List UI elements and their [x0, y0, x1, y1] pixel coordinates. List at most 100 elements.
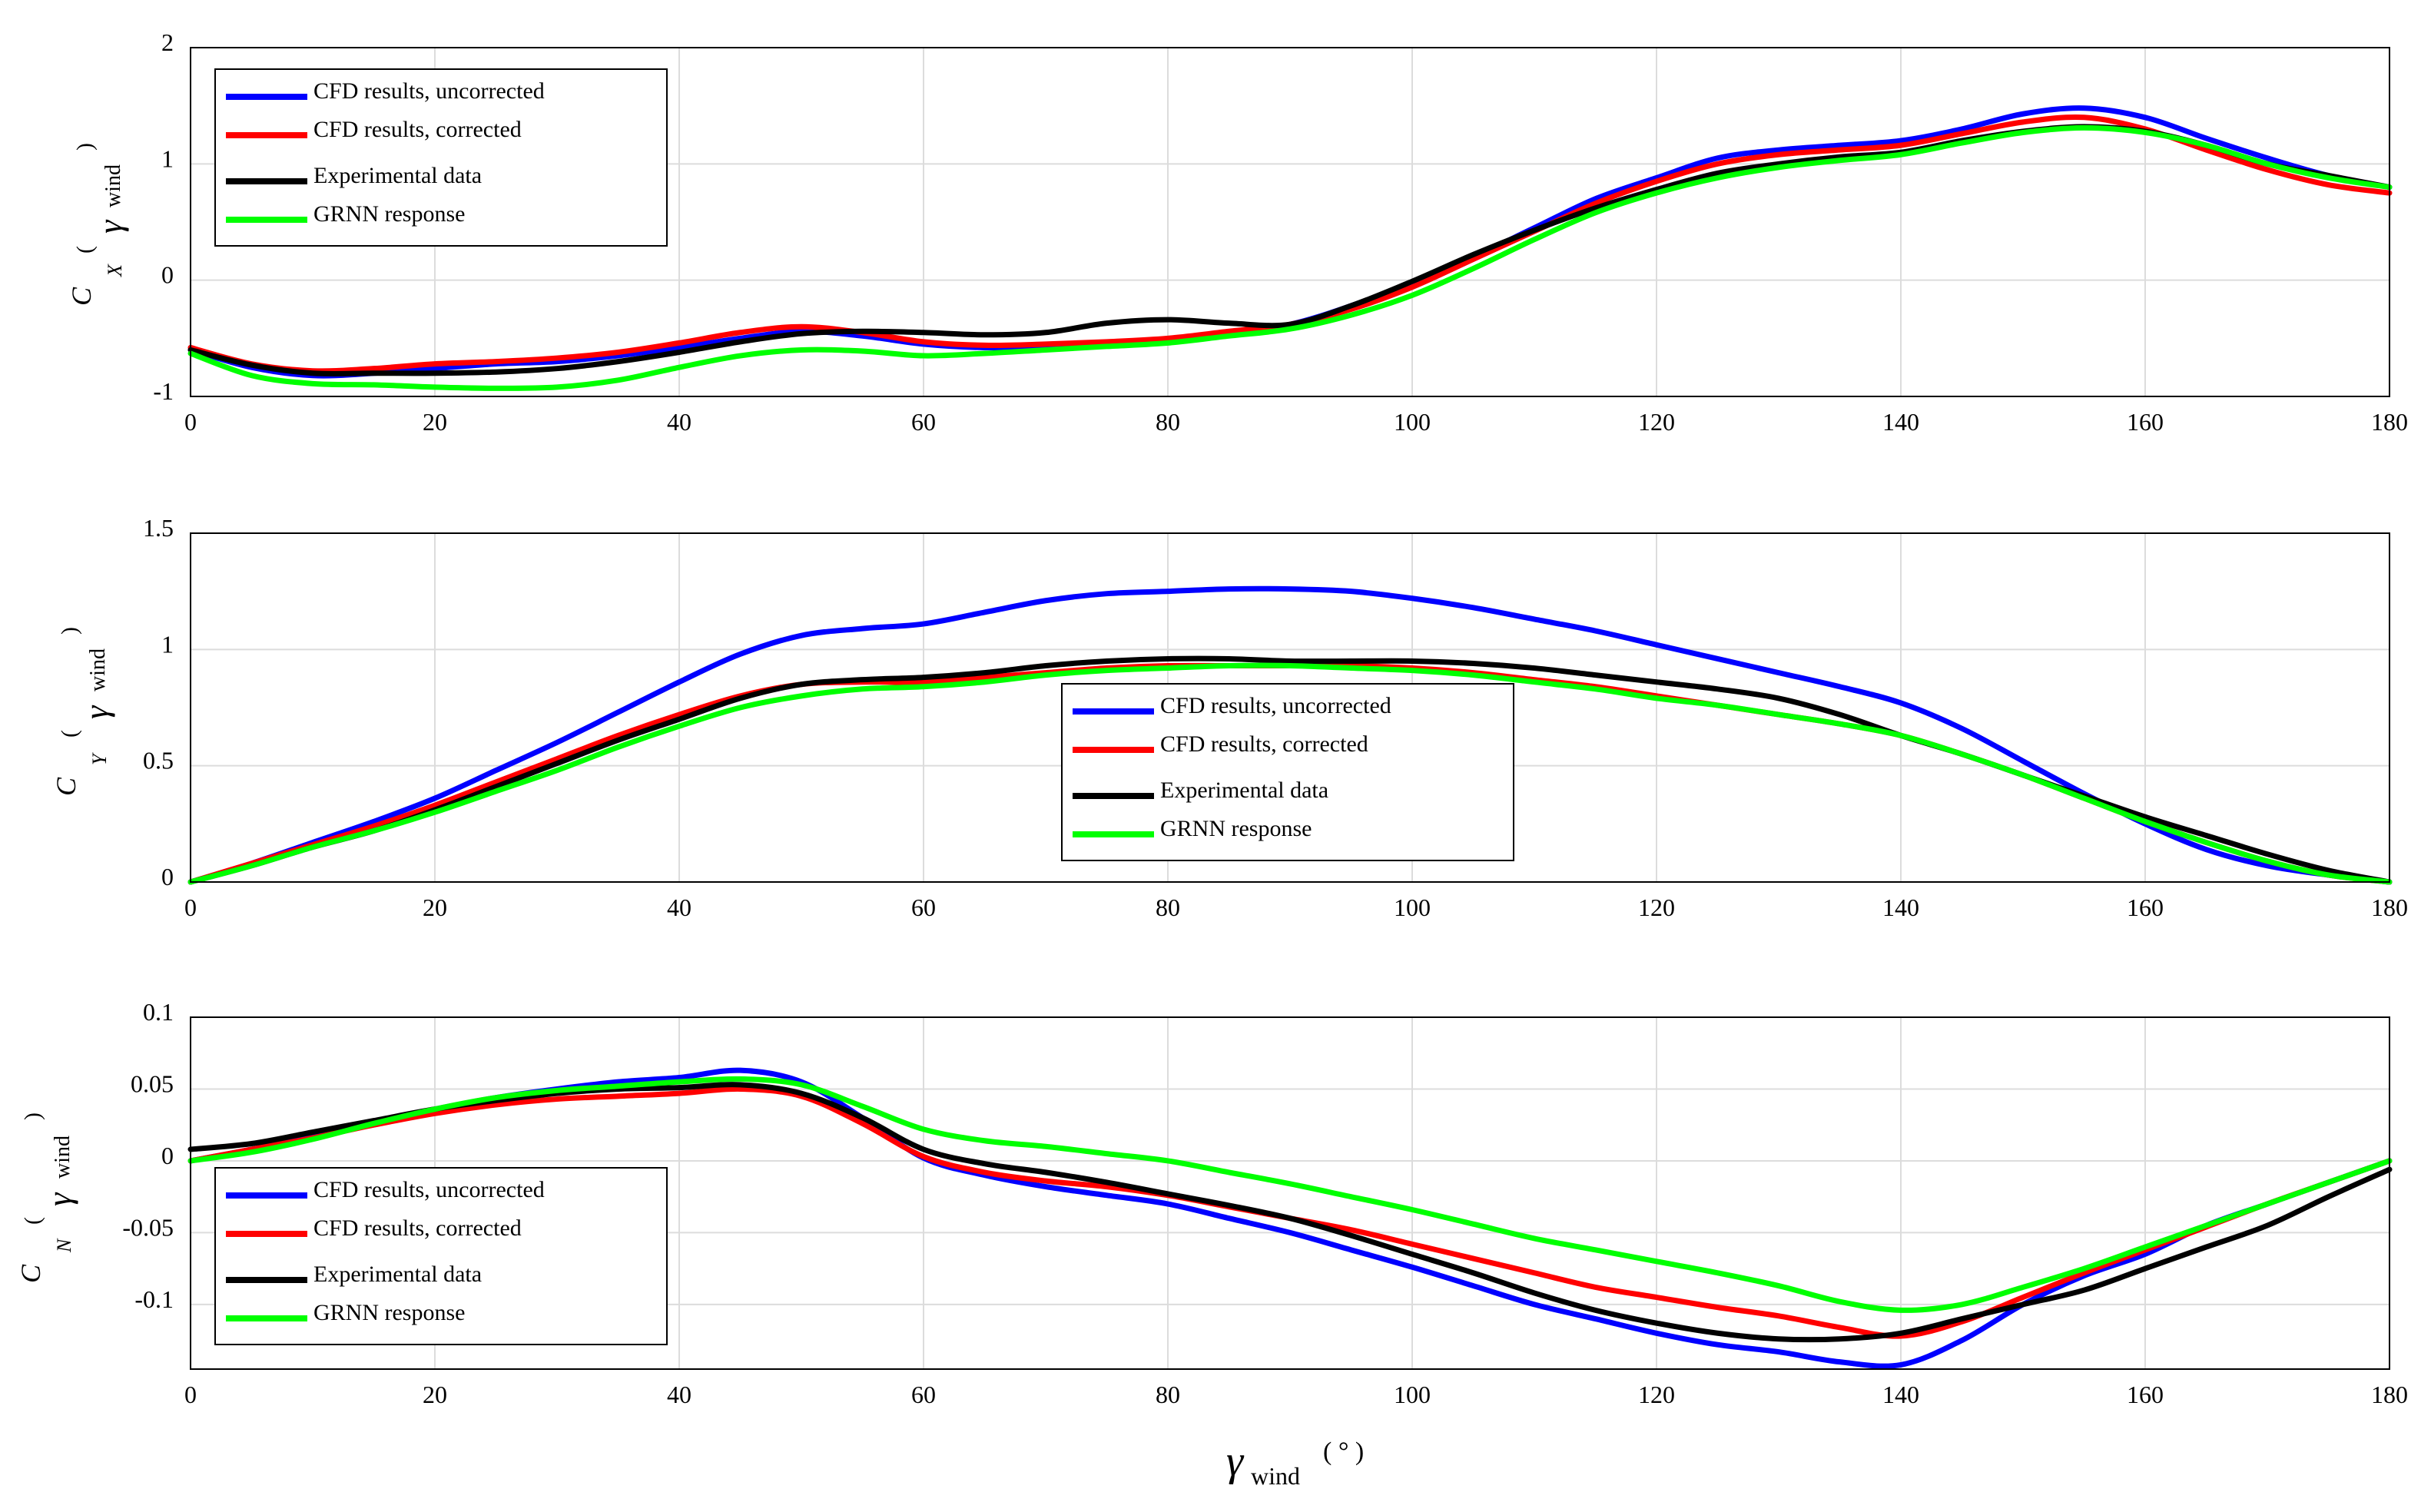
x-tick-label: 160: [2127, 408, 2164, 436]
y-tick-label: 0: [161, 261, 174, 289]
x-tick-label: 20: [423, 894, 447, 921]
series-line-3: [187, 1082, 2393, 1343]
x-tick-label: 0: [184, 408, 197, 436]
axes-frame: [190, 532, 2390, 883]
legend-label-experimental: Experimental data: [313, 163, 482, 188]
legend: CFD results, uncorrected CFD results, co…: [214, 1167, 668, 1345]
legend-label-corrected: CFD results, corrected: [313, 1215, 522, 1241]
ylabel-subscript: Y: [88, 752, 111, 765]
ylabel-gamma: γ: [41, 1192, 78, 1206]
series-line-1: [187, 585, 2393, 885]
xlabel-gamma: γ: [1226, 1437, 1245, 1485]
legend-label-experimental: Experimental data: [313, 1262, 482, 1287]
y-tick-label: 1: [161, 630, 174, 658]
x-tick-label: 40: [667, 894, 691, 921]
series-lines: [187, 105, 2393, 391]
tick-labels: 0 20 40 60 80 100 120 140 160 180 -0.1 -0.05 0 0.05 0.…: [122, 998, 2408, 1408]
ylabel-paren-open: (: [57, 730, 82, 738]
x-tick-label: 80: [1156, 1381, 1180, 1408]
series-line-4: [187, 124, 2393, 391]
x-tick-label: 100: [1394, 1381, 1431, 1408]
subplot-cx: 0 20 40 60 80 100 120 140 160 180 -1 0 1 2 C X ( γ wi…: [66, 28, 2408, 436]
ylabel-paren-close: ): [72, 143, 98, 151]
x-tick-label: 0: [184, 894, 197, 921]
x-tick-label: 100: [1394, 894, 1431, 921]
y-tick-label: 1.5: [143, 514, 174, 542]
x-tick-label: 60: [911, 408, 936, 436]
x-tick-label: 180: [2371, 1381, 2408, 1408]
subplot-cy: 0 20 40 60 80 100 120 140 160 180 0 0.5 1 1.5 C Y ( γ…: [51, 514, 2408, 921]
x-tick-label: 180: [2371, 894, 2408, 921]
x-tick-label: 60: [911, 894, 936, 921]
y-axis-label: C N ( γ wind ): [15, 1112, 78, 1283]
y-axis-label: C X ( γ wind ): [66, 143, 129, 306]
x-tick-label: 140: [1882, 1381, 1919, 1408]
legend-label-grnn: GRNN response: [1160, 816, 1312, 841]
y-tick-label: 0.05: [131, 1069, 174, 1097]
axes-frame: [190, 47, 2390, 397]
x-tick-label: 160: [2127, 1381, 2164, 1408]
ylabel-c: C: [51, 777, 81, 796]
y-tick-label: 0.5: [143, 747, 174, 774]
y-tick-label: -1: [153, 377, 174, 405]
x-tick-label: 60: [911, 1381, 936, 1408]
y-tick-label: 0: [161, 1142, 174, 1169]
y-tick-label: -0.1: [134, 1285, 174, 1313]
y-tick-label: 2: [161, 28, 174, 56]
legend-label-uncorrected: CFD results, uncorrected: [313, 1177, 545, 1202]
x-tick-label: 120: [1638, 1381, 1675, 1408]
axes-frame: [190, 1016, 2390, 1370]
legend-label-uncorrected: CFD results, uncorrected: [1160, 693, 1391, 718]
ylabel-gamma: γ: [91, 219, 129, 234]
ylabel-subscript: N: [53, 1238, 75, 1253]
y-tick-label: -0.05: [122, 1213, 174, 1241]
legend-label-uncorrected: CFD results, uncorrected: [313, 78, 545, 104]
x-tick-label: 120: [1638, 408, 1675, 436]
xlabel-wind: wind: [1251, 1462, 1300, 1490]
x-tick-label: 160: [2127, 894, 2164, 921]
series-line-4: [187, 1076, 2393, 1313]
x-tick-label: 140: [1882, 408, 1919, 436]
x-tick-label: 100: [1394, 408, 1431, 436]
x-tick-label: 20: [423, 1381, 447, 1408]
ylabel-paren-open: (: [72, 246, 98, 254]
ylabel-wind: wind: [86, 648, 110, 691]
y-tick-label: 1: [161, 144, 174, 172]
x-tick-label: 0: [184, 1381, 197, 1408]
y-tick-label: 0: [161, 863, 174, 890]
ylabel-c: C: [66, 287, 97, 306]
legend-label-corrected: CFD results, corrected: [1160, 731, 1368, 757]
ylabel-c: C: [15, 1264, 46, 1283]
x-tick-label: 40: [667, 408, 691, 436]
x-tick-label: 80: [1156, 894, 1180, 921]
legend: CFD results, uncorrected CFD results, co…: [214, 68, 668, 247]
x-tick-label: 140: [1882, 894, 1919, 921]
legend-label-grnn: GRNN response: [313, 201, 465, 227]
tick-labels: 0 20 40 60 80 100 120 140 160 180 -1 0 1 2: [153, 28, 2408, 436]
x-tick-label: 20: [423, 408, 447, 436]
ylabel-paren-open: (: [20, 1217, 45, 1225]
ylabel-paren-close: ): [57, 627, 82, 635]
x-tick-label: 40: [667, 1381, 691, 1408]
y-axis-label: C Y ( γ wind ): [51, 627, 115, 796]
ylabel-wind: wind: [101, 164, 125, 207]
legend: CFD results, uncorrected CFD results, co…: [1061, 683, 1514, 861]
subplot-cn: 0 20 40 60 80 100 120 140 160 180 -0.1 -0.05 0 0.05 0.…: [15, 998, 2408, 1408]
x-tick-label: 120: [1638, 894, 1675, 921]
tick-labels: 0 20 40 60 80 100 120 140 160 180 0 0.5 1 1.5: [143, 514, 2408, 921]
legend-label-grnn: GRNN response: [313, 1300, 465, 1325]
x-axis-label: γ wind ( ° ): [1226, 1437, 1364, 1490]
series-line-4: [187, 662, 2393, 885]
ylabel-paren-close: ): [20, 1112, 45, 1120]
x-tick-label: 180: [2371, 408, 2408, 436]
y-tick-label: 0.1: [143, 998, 174, 1026]
xlabel-unit: ( ° ): [1323, 1437, 1364, 1466]
ylabel-subscript: X: [104, 264, 126, 277]
series-lines: [187, 1067, 2393, 1369]
ylabel-wind: wind: [51, 1136, 75, 1179]
ylabel-gamma: γ: [78, 705, 115, 719]
legend-label-experimental: Experimental data: [1160, 778, 1328, 803]
x-tick-label: 80: [1156, 408, 1180, 436]
legend-label-corrected: CFD results, corrected: [313, 117, 522, 142]
